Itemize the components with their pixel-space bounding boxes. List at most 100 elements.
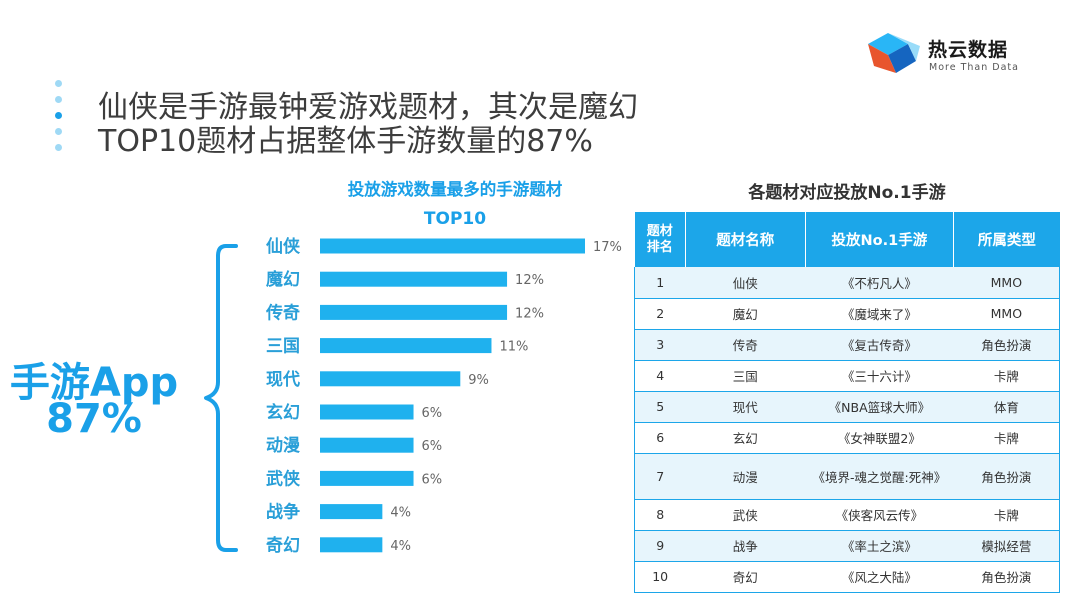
rank-cell: 1 (634, 267, 686, 299)
table-header-row: 题材 排名 题材名称 投放No.1手游 所属类型 (634, 212, 1060, 267)
table-row: 4 三国 《三十六计》 卡牌 (634, 360, 1060, 392)
type-cell: 体育 (953, 391, 1060, 423)
theme-cell: 现代 (685, 391, 806, 423)
chart-title: 投放游戏数量最多的手游题材 (347, 180, 563, 199)
type-cell: 卡牌 (953, 360, 1060, 392)
theme-cell: 动漫 (685, 453, 806, 500)
category-label: 三国 (266, 337, 300, 357)
bar (320, 504, 383, 520)
headline-line-2: TOP10题材占据整体手游数量的87% (98, 124, 593, 159)
top-game-cell: 《女神联盟2》 (805, 422, 954, 454)
summary-label: 手游App (9, 360, 179, 406)
bullet-dot (55, 128, 62, 135)
table-row: 2 魔幻 《魔域来了》 MMO (634, 298, 1060, 330)
value-label: 6% (422, 439, 443, 454)
value-label: 17% (593, 240, 622, 255)
theme-cell: 三国 (685, 360, 806, 392)
brand-name: 热云数据 (928, 39, 1009, 61)
top-game-cell: 《率土之滨》 (805, 530, 954, 562)
value-label: 6% (422, 406, 443, 421)
table-row: 10 奇幻 《风之大陆》 角色扮演 (634, 561, 1060, 593)
table-title: 各题材对应投放No.1手游 (748, 183, 946, 203)
theme-cell: 传奇 (685, 329, 806, 361)
rank-cell: 9 (634, 530, 686, 562)
top-game-cell: 《风之大陆》 (805, 561, 954, 593)
chart-subtitle: TOP10 (423, 209, 487, 229)
bar (320, 437, 414, 453)
type-cell: 角色扮演 (953, 561, 1060, 593)
rank-header-part-1: 题材 (646, 223, 673, 239)
bar (320, 238, 585, 254)
theme-cell: 仙侠 (685, 267, 806, 299)
bar-chart: 仙侠 17% 魔幻 12% 传奇 12% 三国 11% 现代 9% 玄幻 6% 动漫 6% 武侠 6% 战争 4%… (265, 236, 622, 556)
table-row: 8 武侠 《侠客风云传》 卡牌 (634, 499, 1060, 531)
column-header-type: 所属类型 (953, 212, 1060, 267)
theme-cell: 玄幻 (685, 422, 806, 454)
column-header-top-game: 投放No.1手游 (804, 212, 954, 267)
theme-cell: 战争 (685, 530, 806, 562)
curly-brace-icon (204, 244, 238, 552)
column-header-theme: 题材名称 (684, 212, 806, 267)
category-label: 现代 (266, 369, 300, 390)
column-header-rank: 题材 排名 (634, 212, 686, 267)
value-label: 6% (422, 472, 443, 487)
category-label: 奇幻 (266, 535, 300, 556)
bar (320, 271, 508, 287)
rank-cell: 5 (634, 391, 686, 423)
rank-cell: 10 (634, 561, 686, 593)
category-label: 武侠 (266, 468, 301, 489)
theme-cell: 魔幻 (685, 298, 806, 330)
value-label: 12% (515, 273, 544, 288)
table-row: 3 传奇 《复古传奇》 角色扮演 (634, 329, 1060, 361)
summary-value: 87% (46, 396, 142, 442)
category-label: 传奇 (265, 302, 300, 323)
value-label: 4% (390, 506, 411, 521)
top-game-cell: 《三十六计》 (805, 360, 954, 392)
category-label: 玄幻 (266, 402, 300, 423)
value-label: 9% (468, 373, 489, 388)
top-game-cell: 《侠客风云传》 (805, 499, 954, 531)
bullet-dot (55, 112, 62, 119)
table-row: 1 仙侠 《不朽凡人》 MMO (634, 267, 1060, 299)
top-game-cell: 《NBA篮球大师》 (805, 391, 954, 423)
value-label: 4% (390, 539, 411, 554)
rank-header-part-2: 排名 (646, 239, 673, 255)
bar (320, 338, 492, 354)
category-label: 战争 (266, 502, 300, 523)
rank-cell: 4 (634, 360, 686, 392)
value-label: 12% (515, 306, 544, 321)
category-label: 动漫 (266, 435, 301, 456)
rank-cell: 8 (634, 499, 686, 531)
top-game-cell: 《魔域来了》 (805, 298, 954, 330)
bar (320, 537, 383, 553)
bar (320, 304, 508, 320)
bullet-dot (55, 80, 62, 87)
top-game-cell: 《复古传奇》 (805, 329, 954, 361)
headline-line-1: 仙侠是手游最钟爱游戏题材，其次是魔幻 (98, 90, 638, 125)
rank-cell: 3 (634, 329, 686, 361)
type-cell: 角色扮演 (953, 453, 1060, 500)
brand-logo-icon (868, 33, 920, 73)
bar (320, 371, 461, 387)
type-cell: 模拟经营 (953, 530, 1060, 562)
bullet-dot (55, 96, 62, 103)
category-label: 仙侠 (266, 236, 301, 257)
rank-cell: 6 (634, 422, 686, 454)
top-game-cell: 《境界-魂之觉醒:死神》 (805, 453, 954, 500)
bullet-dot (55, 144, 62, 151)
table-row: 6 玄幻 《女神联盟2》 卡牌 (634, 422, 1060, 454)
theme-cell: 奇幻 (685, 561, 806, 593)
rank-cell: 7 (634, 453, 686, 500)
type-cell: 卡牌 (953, 499, 1060, 531)
table-row: 5 现代 《NBA篮球大师》 体育 (634, 391, 1060, 423)
rank-cell: 2 (634, 298, 686, 330)
table-row: 9 战争 《率土之滨》 模拟经营 (634, 530, 1060, 562)
value-label: 11% (499, 340, 528, 355)
theme-cell: 武侠 (685, 499, 806, 531)
type-cell: MMO (953, 298, 1060, 330)
table-row: 7 动漫 《境界-魂之觉醒:死神》 角色扮演 (634, 453, 1060, 500)
type-cell: 角色扮演 (953, 329, 1060, 361)
bar (320, 470, 414, 486)
type-cell: 卡牌 (953, 422, 1060, 454)
brand-tagline: More Than Data (929, 62, 1019, 73)
